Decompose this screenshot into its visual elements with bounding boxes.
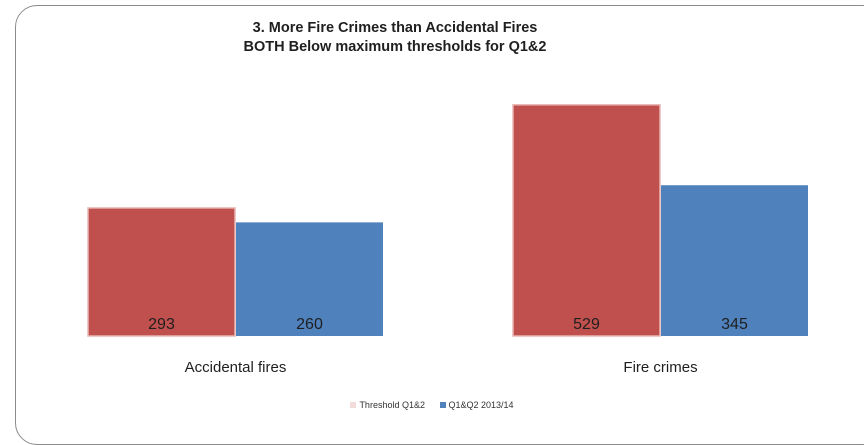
legend-swatch-threshold [350,402,357,408]
bar-q1q2-0 [236,222,383,336]
legend-item-q1q2: Q1&Q2 2013/14 [439,400,514,410]
chart-title-line-1: 3. More Fire Crimes than Accidental Fire… [252,20,538,36]
chart-title: 3. More Fire Crimes than Accidental Fire… [190,19,600,57]
chart-title-line-2: BOTH Below maximum thresholds for Q1&2 [243,39,547,55]
legend-item-threshold: Threshold Q1&2 [350,400,425,410]
chart-legend: Threshold Q1&2 Q1&Q2 2013/14 [0,400,864,410]
category-label-1: Fire crimes [623,359,697,376]
bar-threshold-0 [87,207,236,337]
data-label-q1q2-0: 260 [296,316,323,333]
legend-swatch-q1q2 [439,402,446,408]
legend-label-q1q2: Q1&Q2 2013/14 [448,400,514,410]
data-label-threshold-1: 529 [573,316,600,333]
data-label-threshold-0: 293 [148,316,175,333]
legend-label-threshold: Threshold Q1&2 [359,400,425,410]
data-label-q1q2-1: 345 [721,316,748,333]
bar-threshold-1 [512,104,661,337]
bar-chart-plot: 293 260 Accidental fires 529 345 Fire crimes [87,104,808,376]
bar-q1q2-1 [661,185,808,336]
category-label-0: Accidental fires [185,359,287,376]
